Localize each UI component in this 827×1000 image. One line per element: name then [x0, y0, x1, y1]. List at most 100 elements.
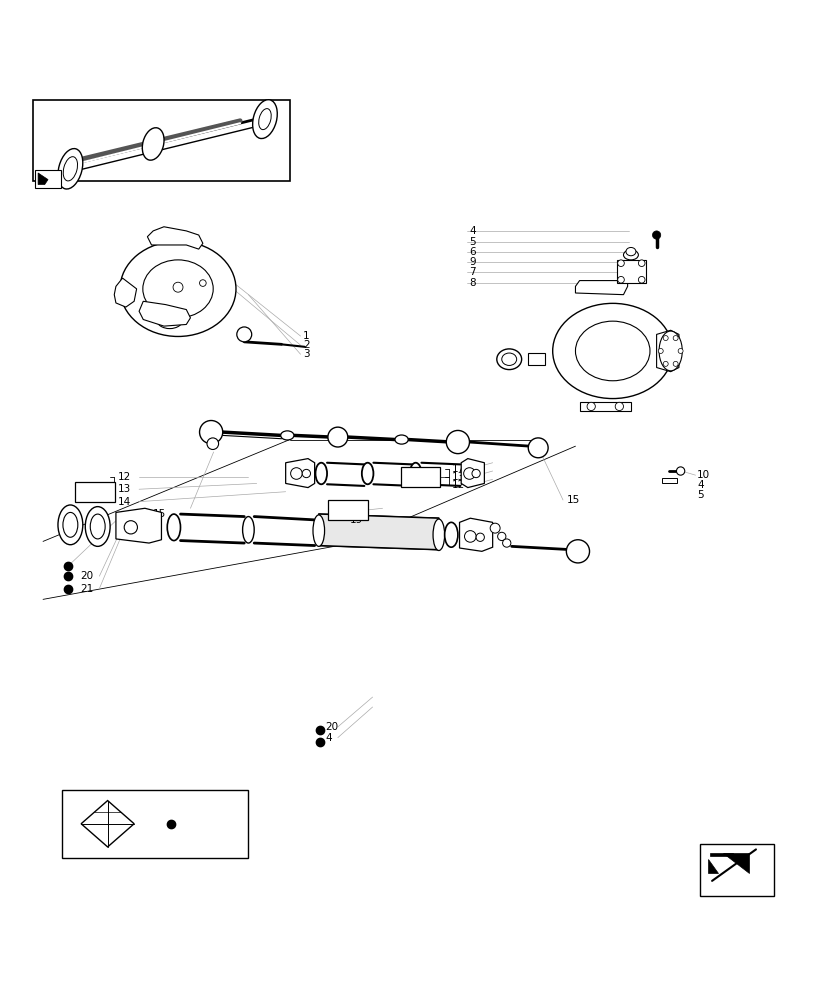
Polygon shape — [139, 301, 190, 326]
Circle shape — [652, 231, 660, 239]
Circle shape — [199, 421, 222, 444]
Text: 3: 3 — [303, 349, 309, 359]
Circle shape — [528, 438, 547, 458]
Ellipse shape — [361, 463, 373, 484]
Text: 14: 14 — [117, 497, 131, 507]
Ellipse shape — [142, 128, 164, 160]
Ellipse shape — [167, 514, 180, 541]
Text: 15: 15 — [153, 509, 166, 519]
Circle shape — [463, 468, 475, 479]
Ellipse shape — [85, 507, 110, 546]
Text: 12: 12 — [452, 480, 465, 490]
Circle shape — [617, 276, 624, 283]
Polygon shape — [707, 859, 717, 873]
Ellipse shape — [258, 109, 271, 130]
Text: = 22: = 22 — [184, 819, 212, 829]
Ellipse shape — [120, 241, 236, 336]
Circle shape — [502, 539, 510, 547]
Text: 4: 4 — [696, 480, 703, 490]
Ellipse shape — [156, 310, 183, 329]
Text: 7: 7 — [469, 267, 476, 277]
Ellipse shape — [552, 303, 672, 399]
Text: 8: 8 — [469, 278, 476, 288]
Ellipse shape — [143, 260, 213, 318]
Polygon shape — [147, 227, 203, 249]
Ellipse shape — [280, 431, 294, 440]
Circle shape — [614, 402, 623, 411]
Text: 11: 11 — [88, 487, 102, 497]
Polygon shape — [285, 459, 314, 488]
Ellipse shape — [58, 149, 83, 189]
Circle shape — [446, 430, 469, 454]
Circle shape — [617, 260, 624, 267]
Polygon shape — [575, 281, 627, 295]
Text: 5: 5 — [696, 490, 703, 500]
Text: 18: 18 — [341, 505, 354, 515]
Circle shape — [672, 361, 677, 366]
Text: 20: 20 — [80, 571, 93, 581]
Ellipse shape — [409, 463, 421, 484]
Bar — [33, 100, 289, 181]
Text: 12: 12 — [117, 472, 131, 482]
Bar — [528, 353, 544, 365]
Text: 10: 10 — [696, 470, 710, 480]
Ellipse shape — [658, 331, 681, 371]
Circle shape — [327, 427, 347, 447]
Text: 16: 16 — [414, 472, 427, 482]
Circle shape — [237, 327, 251, 342]
Ellipse shape — [625, 247, 635, 256]
Text: 19: 19 — [349, 515, 362, 525]
Text: 13: 13 — [117, 484, 131, 494]
Text: 17: 17 — [452, 464, 465, 474]
Polygon shape — [579, 402, 630, 411]
Text: 5: 5 — [469, 237, 476, 247]
Ellipse shape — [313, 515, 324, 546]
Circle shape — [490, 523, 500, 533]
Ellipse shape — [433, 519, 444, 551]
Circle shape — [677, 348, 682, 353]
Circle shape — [672, 336, 677, 341]
Ellipse shape — [242, 517, 254, 543]
Ellipse shape — [496, 349, 521, 370]
Text: 2: 2 — [303, 340, 309, 350]
Circle shape — [497, 532, 505, 541]
Ellipse shape — [315, 463, 327, 484]
Circle shape — [464, 531, 476, 542]
Ellipse shape — [58, 505, 83, 545]
Polygon shape — [38, 173, 48, 185]
Bar — [35, 170, 61, 188]
Ellipse shape — [63, 512, 78, 537]
Polygon shape — [656, 330, 678, 372]
Polygon shape — [114, 278, 136, 307]
Ellipse shape — [63, 157, 78, 181]
Ellipse shape — [444, 522, 457, 547]
Polygon shape — [461, 459, 484, 488]
Polygon shape — [722, 853, 748, 873]
Polygon shape — [709, 853, 732, 856]
Bar — [400, 467, 440, 487]
Polygon shape — [662, 478, 676, 483]
Circle shape — [657, 348, 662, 353]
Text: 13: 13 — [452, 472, 465, 482]
Text: 4: 4 — [325, 733, 332, 743]
Text: 6: 6 — [469, 247, 476, 257]
Circle shape — [199, 280, 206, 286]
Polygon shape — [116, 508, 161, 543]
Circle shape — [173, 282, 183, 292]
Text: 9: 9 — [469, 257, 476, 267]
Text: 15: 15 — [566, 495, 579, 505]
Circle shape — [476, 533, 484, 541]
Text: 21: 21 — [80, 584, 93, 594]
Text: 4: 4 — [469, 226, 476, 236]
Polygon shape — [81, 801, 134, 847]
Text: KIT: KIT — [113, 829, 128, 838]
Bar — [327, 500, 367, 520]
Text: 20: 20 — [325, 722, 338, 732]
Text: KIT: KIT — [85, 829, 100, 838]
Circle shape — [290, 468, 302, 479]
Circle shape — [471, 469, 480, 478]
Ellipse shape — [252, 100, 277, 139]
Ellipse shape — [90, 514, 105, 539]
Polygon shape — [616, 260, 645, 283]
Circle shape — [662, 361, 667, 366]
